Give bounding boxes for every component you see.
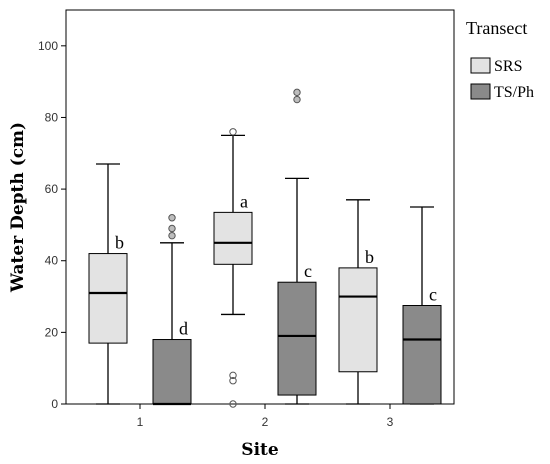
x-axis-title: Site [241, 440, 279, 460]
x-tick-label: 3 [387, 415, 394, 429]
significance-letter: b [115, 233, 124, 253]
significance-letter: a [240, 191, 248, 211]
outlier-point [229, 400, 237, 408]
x-tick-label: 1 [137, 415, 144, 429]
box [402, 305, 442, 405]
significance-letter: d [179, 319, 188, 339]
box-group: d [152, 214, 192, 406]
y-axis: 0 20 40 60 80 100 [38, 39, 66, 411]
outlier-point [168, 214, 176, 222]
outlier-point [229, 377, 237, 385]
outlier-point [229, 128, 237, 136]
significance-letter: b [365, 247, 374, 267]
y-tick-label: 80 [45, 110, 59, 124]
box-group: c [402, 206, 442, 405]
box-group: b [88, 163, 128, 405]
box-group: c [277, 88, 317, 405]
legend-swatch [470, 57, 491, 74]
box [152, 339, 192, 405]
y-tick-label: 100 [38, 39, 58, 53]
y-tick-label: 20 [45, 325, 59, 339]
y-tick-label: 60 [45, 182, 59, 196]
outlier-point [168, 224, 176, 233]
box [338, 267, 378, 373]
legend-swatch [470, 83, 491, 100]
box-group: a [213, 128, 253, 408]
box [213, 211, 253, 265]
significance-letter: c [304, 261, 312, 281]
legend: Transect SRS TS/Ph [466, 18, 534, 101]
box [88, 253, 128, 344]
outlier-point [229, 371, 237, 380]
y-tick-label: 0 [51, 397, 58, 411]
significance-letter: c [429, 285, 437, 305]
legend-label: TS/Ph [494, 84, 534, 101]
plot-frame [65, 9, 455, 405]
y-tick-label: 40 [45, 254, 59, 268]
legend-title: Transect [466, 18, 527, 38]
box-group: b [338, 199, 378, 405]
x-tick-label: 2 [262, 415, 269, 429]
outlier-point [293, 95, 301, 104]
x-axis: 1 2 3 [137, 404, 394, 429]
outlier-point [168, 231, 176, 240]
outlier-point [293, 88, 301, 97]
boxes-layer: b a b d c c [88, 88, 442, 408]
y-axis-title: Water Depth (cm) [8, 122, 28, 293]
box [277, 281, 317, 396]
legend-label: SRS [494, 58, 522, 75]
